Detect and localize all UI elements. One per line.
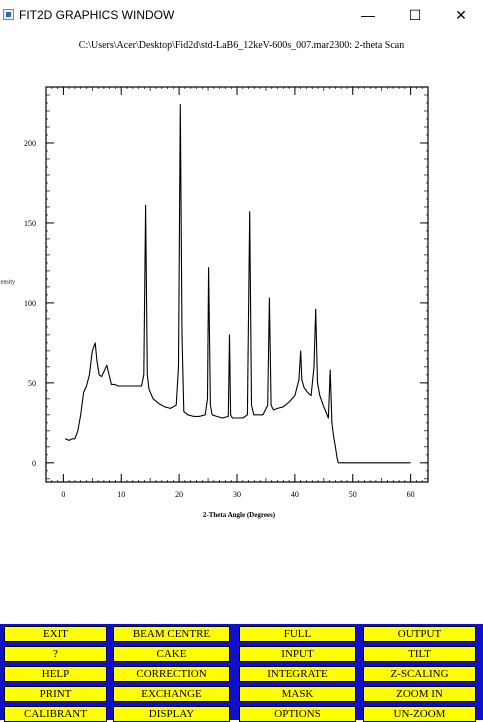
- close-button[interactable]: ✕: [455, 6, 467, 23]
- maximize-button[interactable]: ☐: [408, 6, 422, 23]
- menu-panel: EXIT BEAM CENTRE FULL OUTPUT? CAKE INPUT TILT H…: [0, 624, 483, 722]
- x-axis-label: 2-Theta Angle (Degrees): [203, 511, 276, 519]
- y-tick-label: 150: [24, 219, 36, 228]
- x-tick-label: 10: [117, 490, 125, 499]
- menu-button-output[interactable]: OUTPUT: [363, 626, 476, 642]
- menu-button-un-zoom[interactable]: UN-ZOOM: [363, 706, 476, 722]
- menu-button-query[interactable]: ?: [4, 646, 107, 662]
- x-tick-label: 60: [407, 490, 415, 499]
- menu-button-cake[interactable]: CAKE: [113, 646, 230, 662]
- plot-caption: C:\Users\Acer\Desktop\Fid2d\std-LaB6_12k…: [78, 40, 405, 51]
- menu-button-calibrant[interactable]: CALIBRANT: [4, 706, 107, 722]
- app-icon: [3, 9, 14, 20]
- title-bar: FIT2D GRAPHICS WINDOW — ☐ ✕: [0, 0, 483, 30]
- x-tick-label: 20: [175, 490, 183, 499]
- menu-button-z-scaling[interactable]: Z-SCALING: [363, 666, 476, 682]
- y-tick-label: 100: [24, 299, 36, 308]
- menu-button-print[interactable]: PRINT: [4, 686, 107, 702]
- y-axis-label: Intensity: [0, 280, 15, 286]
- x-tick-label: 0: [61, 490, 65, 499]
- window-title: FIT2D GRAPHICS WINDOW: [19, 8, 175, 22]
- series-line: [64, 104, 411, 464]
- graphics-area[interactable]: [0, 30, 483, 624]
- y-tick-label: 200: [24, 139, 36, 148]
- x-tick-label: 50: [349, 490, 357, 499]
- menu-button-full[interactable]: FULL: [239, 626, 356, 642]
- chart: 0 10 20 30 40 50 60 0 50 100 150 200 2-Theta Angle (…: [0, 86, 429, 519]
- menu-button-exit[interactable]: EXIT: [4, 626, 107, 642]
- menu-button-help[interactable]: HELP: [4, 666, 107, 682]
- y-tick-label: 50: [28, 379, 36, 388]
- x-tick-label: 30: [233, 490, 241, 499]
- x-tick-label: 40: [291, 490, 299, 499]
- menu-button-correction[interactable]: CORRECTION: [113, 666, 230, 682]
- menu-button-exchange[interactable]: EXCHANGE: [113, 686, 230, 702]
- menu-button-integrate[interactable]: INTEGRATE: [239, 666, 356, 682]
- menu-button-zoom-in[interactable]: ZOOM IN: [363, 686, 476, 702]
- menu-button-mask[interactable]: MASK: [239, 686, 356, 702]
- menu-button-beam-centre[interactable]: BEAM CENTRE: [113, 626, 230, 642]
- menu-button-tilt[interactable]: TILT: [363, 646, 476, 662]
- plot-frame: [45, 86, 429, 483]
- menu-button-input[interactable]: INPUT: [239, 646, 356, 662]
- y-tick-label: 0: [32, 459, 36, 468]
- minimize-button[interactable]: —: [361, 7, 375, 23]
